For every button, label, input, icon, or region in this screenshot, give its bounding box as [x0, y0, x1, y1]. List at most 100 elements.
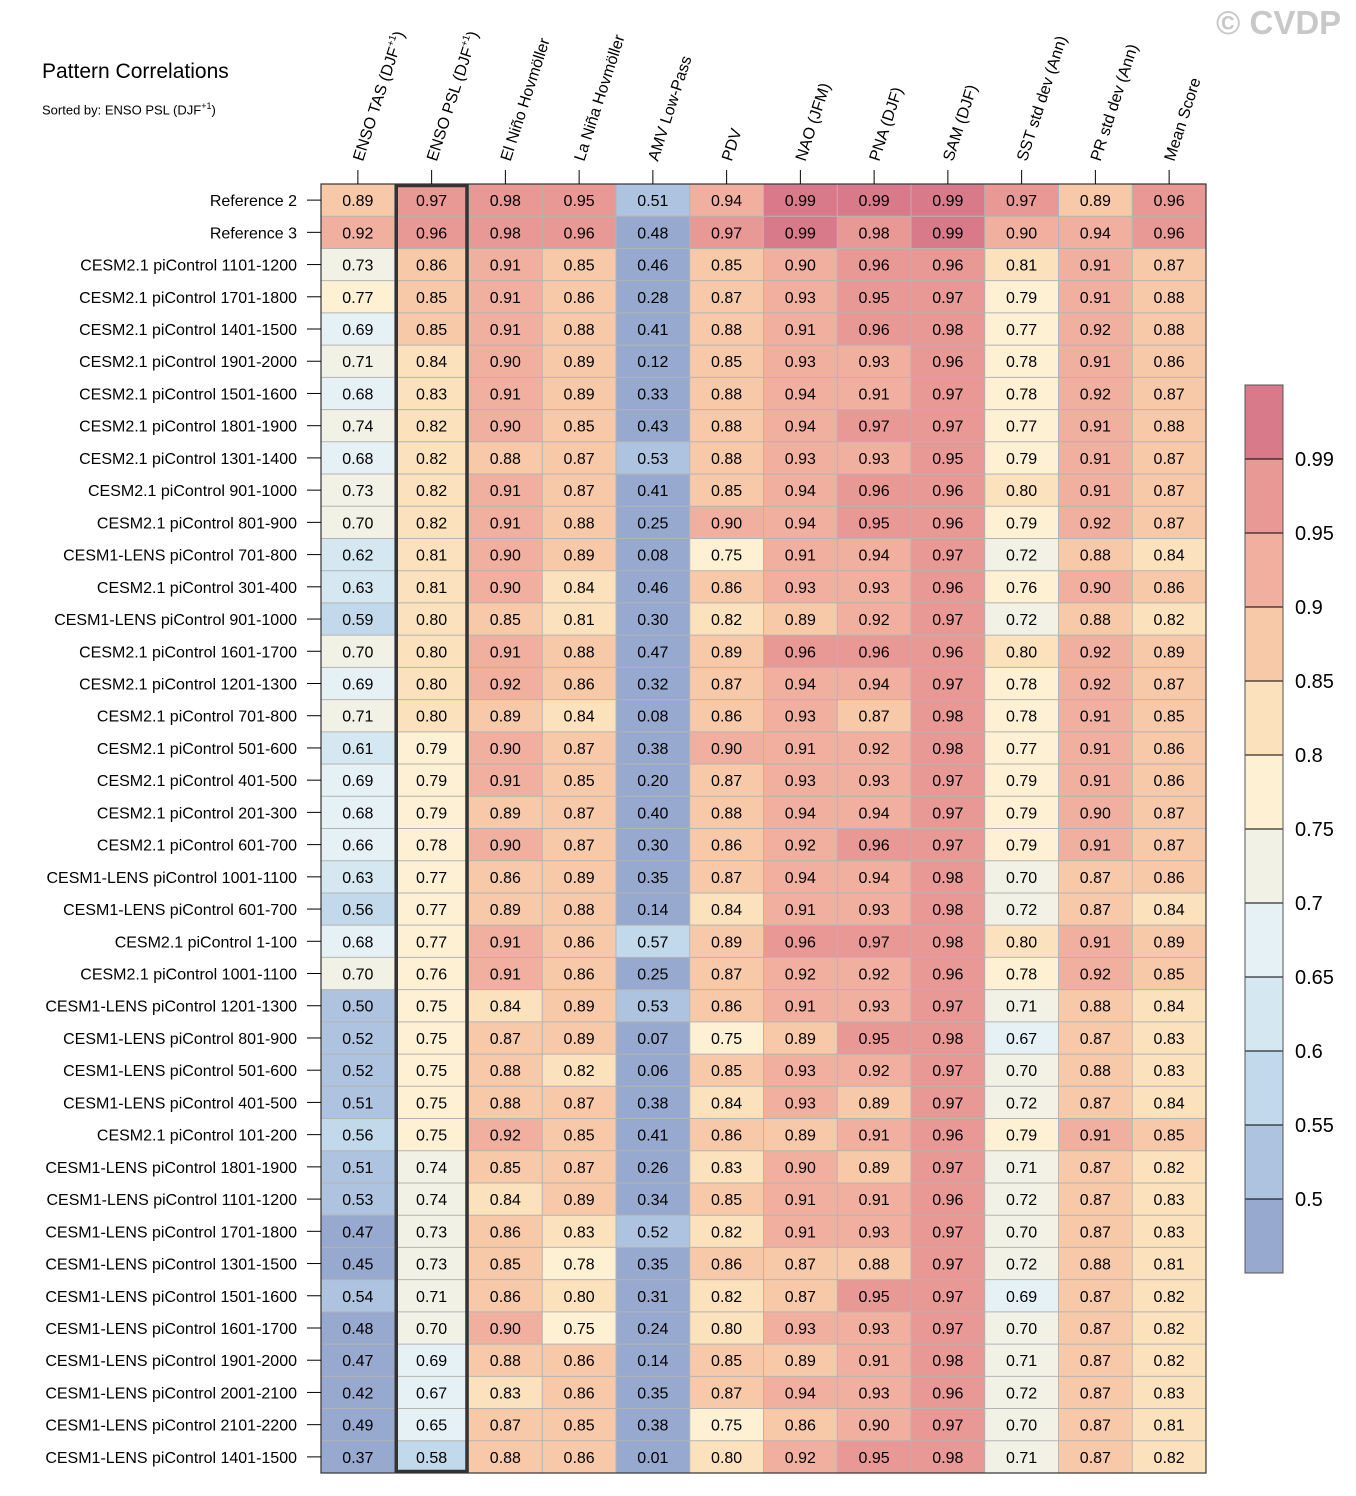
heatmap-cell	[689, 957, 764, 990]
cell-value-label: 0.90	[1006, 225, 1037, 242]
cell-value-label: 0.98	[932, 322, 963, 339]
cell-value-label: 0.88	[1154, 290, 1185, 307]
heatmap-cell	[984, 828, 1059, 861]
heatmap-cell	[542, 667, 616, 700]
heatmap-cell	[984, 764, 1059, 797]
cell-value-label: 0.85	[711, 1192, 742, 1209]
heatmap-cell	[616, 1376, 690, 1409]
heatmap-cell	[689, 312, 764, 346]
cell-value-label: 0.94	[711, 193, 742, 210]
heatmap-cell	[321, 377, 395, 410]
cell-value-label: 0.47	[637, 644, 668, 661]
cell-value-label: 0.97	[932, 1257, 963, 1274]
heatmap-cell	[1058, 1086, 1133, 1119]
cell-value-label: 0.91	[490, 934, 521, 951]
heatmap-cell	[837, 892, 911, 926]
cell-value-label: 0.89	[490, 902, 521, 919]
heatmap-cell	[837, 731, 911, 765]
heatmap-cell	[542, 248, 616, 281]
column-label-text: La Niña Hovmöller	[572, 32, 629, 163]
cell-value-label: 0.77	[1006, 419, 1037, 436]
heatmap-cell	[911, 441, 985, 475]
heatmap-cell	[321, 1311, 395, 1345]
cell-value-label: 0.84	[564, 580, 595, 597]
cell-value-label: 0.91	[1080, 451, 1111, 468]
cell-value-label: 0.94	[859, 676, 890, 693]
cell-value-label: 0.86	[564, 1450, 595, 1467]
heatmap-cell	[911, 409, 985, 442]
row-label: CESM1-LENS piControl 2001-2100	[45, 1385, 297, 1402]
cell-value-label: 0.85	[1154, 709, 1185, 726]
heatmap-cell	[321, 1279, 395, 1312]
heatmap-cell	[689, 570, 764, 603]
cell-value-label: 0.71	[1006, 999, 1037, 1016]
cell-value-label: 0.91	[785, 548, 816, 565]
heatmap-cell	[984, 989, 1059, 1022]
heatmap-cell	[837, 1150, 911, 1183]
heatmap-cell	[984, 538, 1059, 571]
heatmap-cell	[763, 474, 838, 507]
cell-value-label: 0.85	[711, 1063, 742, 1080]
heatmap-cell	[616, 957, 690, 990]
cell-value-label: 0.82	[416, 515, 447, 532]
colorbar-segment	[1245, 977, 1283, 1051]
cell-value-label: 0.99	[785, 225, 816, 242]
cell-value-label: 0.72	[1006, 1257, 1037, 1274]
cell-value-label: 0.93	[785, 1321, 816, 1338]
colorbar-label: 0.55	[1295, 1115, 1334, 1137]
heatmap-cell	[542, 345, 616, 378]
heatmap-cell	[837, 1344, 911, 1377]
heatmap-cell	[911, 860, 985, 893]
heatmap-cell	[911, 667, 985, 700]
cell-value-label: 0.83	[1154, 1192, 1185, 1209]
cell-value-label: 0.24	[637, 1321, 668, 1338]
heatmap-cell	[837, 828, 911, 861]
heatmap-cell	[1132, 731, 1206, 765]
heatmap-cell	[616, 667, 690, 700]
cell-value-label: 0.67	[1006, 1031, 1037, 1048]
heatmap-cell	[763, 570, 838, 603]
cell-value-label: 0.92	[1080, 676, 1111, 693]
cell-value-label: 0.89	[564, 1192, 595, 1209]
heatmap-cell	[837, 474, 911, 507]
heatmap-cell	[616, 1150, 690, 1183]
cell-value-label: 0.94	[859, 805, 890, 822]
cell-value-label: 0.98	[932, 1450, 963, 1467]
cell-value-label: 0.73	[342, 483, 373, 500]
cell-value-label: 0.93	[785, 354, 816, 371]
heatmap-cell	[616, 538, 690, 571]
row-label: CESM2.1 piControl 1001-1100	[80, 967, 297, 984]
heatmap-cell	[837, 1376, 911, 1409]
column-label: La Niña Hovmöller	[572, 32, 629, 163]
cell-value-label: 0.86	[564, 1385, 595, 1402]
cell-value-label: 0.87	[1154, 258, 1185, 275]
heatmap-cell	[394, 1215, 469, 1248]
heatmap-cell	[394, 1054, 469, 1087]
cell-value-label: 0.47	[342, 1224, 373, 1241]
heatmap-cell	[1058, 860, 1133, 893]
heatmap-cell	[394, 957, 469, 990]
heatmap-cell	[763, 1344, 838, 1377]
cell-value-label: 0.96	[932, 354, 963, 371]
cell-value-label: 0.96	[859, 644, 890, 661]
cell-value-label: 0.46	[637, 580, 668, 597]
heatmap-cell	[394, 892, 469, 926]
heatmap-cell	[542, 1021, 616, 1055]
cell-value-label: 0.89	[564, 999, 595, 1016]
heatmap-cell	[984, 345, 1059, 378]
heatmap-cell	[321, 860, 395, 893]
heatmap-cell	[984, 1215, 1059, 1248]
cell-value-label: 0.98	[490, 225, 521, 242]
heatmap-cell	[763, 731, 838, 765]
cell-value-label: 0.97	[932, 1289, 963, 1306]
cell-value-label: 0.85	[490, 612, 521, 629]
cell-value-label: 0.85	[564, 258, 595, 275]
heatmap-cell	[1132, 1182, 1206, 1216]
heatmap-cell	[763, 764, 838, 797]
heatmap-cell	[394, 280, 469, 313]
heatmap-cell	[616, 699, 690, 732]
heatmap-cell	[1058, 1118, 1133, 1151]
heatmap-cell	[321, 1344, 395, 1377]
heatmap-cell	[468, 1215, 543, 1248]
heatmap-cell	[542, 1182, 616, 1216]
